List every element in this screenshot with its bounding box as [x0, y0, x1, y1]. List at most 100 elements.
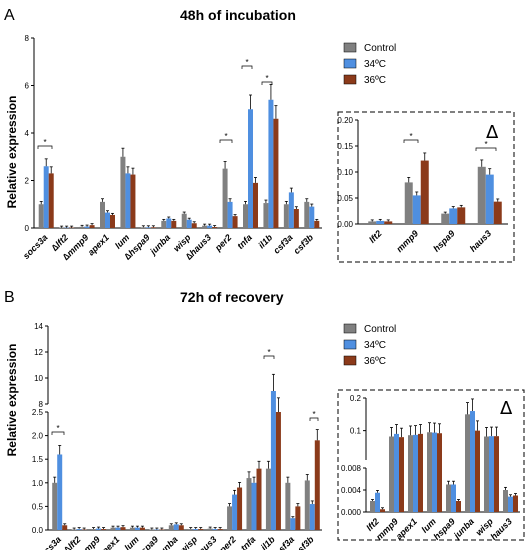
- bi-yticklabel-lower-0: 0.000: [341, 508, 362, 517]
- panel-a-ylabel: Relative expression: [5, 96, 19, 209]
- ai-bar-0-2: [384, 221, 393, 224]
- ai-sig-mmp9: [403, 139, 419, 143]
- b-bar-3-1: [115, 527, 121, 530]
- b-bar-7-0: [188, 529, 194, 530]
- b-yticklabel-lower-1: 0.5: [32, 502, 44, 511]
- legend-b-swatch-control: [343, 323, 357, 334]
- a-cat-0: socs3a: [21, 232, 50, 261]
- a-yticklabel-0: 0: [25, 224, 30, 233]
- bi-bar-2-1: [413, 434, 418, 512]
- a-bar-12-1: [288, 192, 294, 229]
- bi-bar-3-2: [437, 433, 442, 512]
- b-yticklabel-upper-0: 8: [39, 400, 44, 409]
- b-bar-8-1: [212, 529, 218, 530]
- a-bar-12-0: [283, 204, 289, 228]
- b-cat-12: csf3a: [273, 534, 296, 550]
- bi-bar-3-0: [427, 432, 432, 512]
- a-bar-10-2: [253, 182, 258, 229]
- legend-a-swatch-control: [343, 42, 357, 53]
- a-cat-9: per2: [212, 232, 233, 253]
- ai-bar-2-2: [457, 207, 466, 224]
- b-cat-9: per2: [217, 534, 238, 550]
- legend-a: Control 34ºC 36ºC: [343, 42, 396, 86]
- b-bar-7-1: [193, 529, 199, 530]
- bi-bar-1-0: [389, 436, 394, 512]
- ai-sig-haus3-star: *: [484, 140, 487, 149]
- b-bar-11-1: [270, 391, 276, 530]
- a-cat-10: tnfa: [235, 232, 254, 251]
- legend-a-label-36: 36ºC: [364, 75, 386, 86]
- a-cat-13: csf3b: [292, 232, 316, 256]
- a-bar-8-2: [212, 227, 218, 228]
- ai-cat-1: mmp9: [394, 228, 420, 254]
- panel-b-letter: B: [4, 289, 15, 306]
- b-yticklabel-lower-4: 2.0: [32, 432, 44, 441]
- a-bar-0-1: [43, 166, 49, 228]
- a-bar-2-1: [84, 226, 90, 228]
- b-bar-3-0: [110, 527, 116, 530]
- bi-bar-5-1: [470, 411, 475, 512]
- b-bar-9-2: [237, 487, 243, 530]
- inset-b-delta: Δ: [500, 398, 513, 419]
- a-bar-3-0: [100, 201, 105, 229]
- ai-cat-3: haus3: [468, 228, 493, 253]
- b-cat-1: ∆lft2: [62, 534, 83, 550]
- panel-b-title: 72h of recovery: [180, 289, 284, 305]
- a-bar-5-1: [145, 227, 151, 228]
- bi-bar-1-2: [399, 437, 404, 512]
- bi-bar-7-2: [513, 495, 518, 512]
- a-bar-10-0: [243, 204, 248, 228]
- panel-a-title: 48h of incubation: [180, 7, 296, 23]
- a-yticklabel-3: 6: [25, 82, 30, 91]
- bi-bar-0-0: [370, 501, 375, 512]
- a-yticklabel-2: 4: [25, 129, 30, 138]
- a-sig-tnfa: [241, 65, 253, 69]
- b-bar-11-2: [275, 412, 281, 530]
- bi-yticklabel-lower-1: 0.004: [341, 486, 362, 495]
- a-bar-6-2: [171, 220, 177, 229]
- a-bar-9-0: [222, 168, 228, 229]
- b-sig-csf3b-star: *: [312, 410, 315, 419]
- ai-yticklabel-2: 0.10: [337, 168, 353, 177]
- legend-b-swatch-36: [343, 355, 357, 366]
- bi-yticklabel-upper-0: 0.1: [350, 427, 362, 436]
- b-bar-13-2: [314, 440, 320, 530]
- a-sig-tnfa-star: *: [245, 58, 248, 67]
- bi-bar-4-1: [451, 484, 456, 512]
- ai-bar-2-0: [441, 213, 450, 224]
- bi-cat-7: haus3: [488, 516, 513, 541]
- a-bar-5-2: [150, 227, 156, 228]
- a-sig-per2-star: *: [224, 132, 227, 141]
- ai-cat-2: hspa9: [431, 228, 456, 253]
- a-bar-3-2: [110, 214, 115, 228]
- b-bar-6-1: [173, 524, 179, 530]
- a-sig-il1b: [261, 81, 273, 85]
- b-sig-socs3a: [51, 431, 65, 435]
- bi-bar-2-2: [418, 433, 423, 512]
- b-cat-0: socs3a: [34, 534, 63, 550]
- bi-bar-1-1: [394, 433, 399, 512]
- a-bar-13-0: [304, 201, 310, 229]
- a-bar-6-1: [166, 218, 172, 228]
- bi-bar-6-0: [484, 436, 489, 512]
- inset-b-frame: [337, 389, 525, 541]
- b-yticklabel-lower-0: 0.0: [32, 526, 44, 535]
- a-bar-6-0: [161, 220, 167, 229]
- a-bar-8-1: [207, 225, 213, 229]
- a-bar-13-1: [309, 206, 315, 229]
- panel-b-ylabel: Relative expression: [5, 344, 19, 457]
- b-bar-10-1: [251, 482, 257, 530]
- b-yticklabel-upper-2: 12: [34, 348, 43, 357]
- bi-bar-5-0: [465, 414, 470, 512]
- bi-bar-6-2: [494, 436, 499, 512]
- b-yticklabel-upper-3: 14: [34, 322, 43, 331]
- legend-a-label-34: 34ºC: [364, 59, 386, 70]
- inset-a-frame: [337, 111, 515, 263]
- bi-bar-5-2: [475, 430, 480, 512]
- a-bar-4-0: [120, 156, 126, 228]
- a-bar-0-2: [48, 173, 54, 229]
- legend-a-swatch-34: [343, 58, 357, 69]
- a-bar-7-1: [186, 219, 192, 228]
- b-yticklabel-upper-1: 10: [34, 374, 43, 383]
- bi-yticklabel-upper-1: 0.2: [350, 394, 362, 403]
